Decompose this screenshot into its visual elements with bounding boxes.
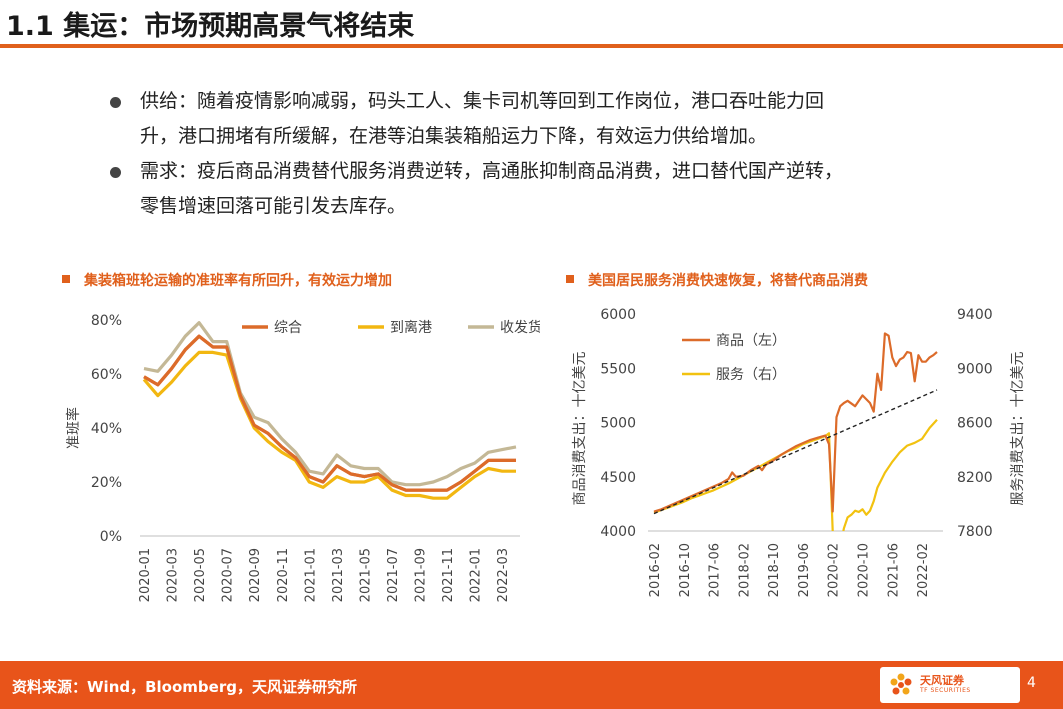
chart2-title-text: 美国居民服务消费快速恢复，将替代商品消费 [588, 273, 868, 289]
legend-label: 到离港 [390, 319, 432, 336]
bullet-supply: 供给：随着疫情影响减弱，码头工人、集卡司机等回到工作岗位，港口吞吐能力回 升，港… [108, 84, 968, 154]
right-y-tick-label: 9400 [957, 307, 993, 323]
x-tick-label: 2021-01 [303, 548, 318, 602]
right-y-tick-label: 9000 [957, 361, 993, 377]
page-number: 4 [1027, 675, 1036, 691]
right-y-tick-label: 8600 [957, 416, 993, 432]
chart1-title-marker [62, 275, 70, 283]
logo-name-cn: 天风证券 [920, 674, 964, 687]
chart1-title: 集装箱班轮运输的准班率有所回升，有效运力增加 [62, 270, 392, 290]
x-tick-label: 2020-02 [827, 543, 842, 597]
right-y-tick-label: 7800 [957, 524, 993, 540]
flower-logo-icon [890, 673, 912, 695]
y-tick-label: 20% [91, 475, 122, 491]
bullet-line: 零售增速回落可能引发去库存。 [140, 195, 407, 217]
bullet-line: 升，港口拥堵有所缓解，在港等泊集装箱船运力下降，有效运力供给增加。 [140, 125, 768, 147]
left-y-axis-label: 商品消费支出：十亿美元 [572, 352, 588, 506]
plot-area [653, 332, 938, 531]
page-title: 1.1 集运：市场预期高景气将结束 [6, 11, 415, 42]
x-tick-label: 2018-02 [737, 543, 752, 597]
x-tick-label: 2021-06 [886, 543, 901, 597]
series-line-1-top [143, 334, 516, 492]
left-y-tick-label: 5000 [600, 416, 636, 432]
bullet-demand: 需求：疫后商品消费替代服务消费逆转，高通胀抑制商品消费，进口替代国产逆转， 零售… [108, 154, 968, 224]
y-tick-label: 40% [91, 421, 122, 437]
legend-label: 商品（左） [716, 333, 786, 349]
series-line-goods [653, 332, 938, 513]
title-rule [0, 44, 1063, 48]
x-tick-label: 2020-05 [193, 548, 208, 602]
left-y-tick-label: 6000 [600, 307, 636, 323]
bullet-line: 供给：随着疫情影响减弱，码头工人、集卡司机等回到工作岗位，港口吞吐能力回 [140, 90, 825, 112]
x-tick-label: 2020-11 [276, 548, 291, 602]
footer-bar: 资料来源：Wind，Bloomberg，天风证券研究所 天风证券 TF SECU… [0, 661, 1063, 709]
x-tick-label: 2018-10 [767, 543, 782, 597]
legend-label: 综合 [274, 320, 302, 336]
x-tick-label: 2020-07 [221, 548, 236, 602]
bullet-dot [110, 97, 121, 108]
x-tick-label: 2022-01 [469, 548, 484, 602]
x-tick-label: 2020-10 [857, 543, 872, 597]
left-y-tick-label: 4000 [600, 524, 636, 540]
left-y-tick-label: 4500 [600, 470, 636, 486]
us-consumption-chart: 4000 4500 5000 5500 6000 7800 8200 8600 9000 9400… [572, 307, 1026, 597]
y-tick-label: 80% [91, 313, 122, 329]
y-axis-label: 准班率 [65, 407, 82, 449]
bullet-line: 需求：疫后商品消费替代服务消费逆转，高通胀抑制商品消费，进口替代国产逆转， [140, 160, 844, 182]
legend-label: 收发货 [500, 319, 540, 336]
right-y-tick-label: 8200 [957, 470, 993, 486]
logo-name-en: TF SECURITIES [920, 687, 971, 694]
series-line-3 [143, 321, 517, 487]
x-tick-label: 2019-06 [797, 543, 812, 597]
x-tick-label: 2016-02 [648, 543, 663, 597]
left-y-tick-label: 5500 [600, 361, 636, 377]
x-tick-label: 2020-09 [248, 548, 263, 602]
x-tick-label: 2016-10 [678, 543, 693, 597]
y-tick-label: 0% [100, 529, 122, 545]
y-tick-label: 60% [91, 367, 122, 383]
x-tick-label: 2017-06 [708, 543, 723, 597]
bullet-dot [110, 167, 121, 178]
x-tick-label: 2022-02 [916, 543, 931, 597]
right-y-axis-label: 服务消费支出：十亿美元 [1010, 352, 1026, 506]
series-line-2 [142, 350, 516, 500]
x-tick-label: 2021-09 [414, 548, 429, 602]
legend-label: 服务（右） [716, 367, 786, 383]
x-tick-label: 2020-03 [166, 548, 181, 602]
company-logo: 天风证券 TF SECURITIES [880, 667, 1020, 703]
trend-line [653, 389, 938, 515]
x-tick-label: 2021-11 [441, 548, 456, 602]
bullet-list: 供给：随着疫情影响减弱，码头工人、集卡司机等回到工作岗位，港口吞吐能力回 升，港… [108, 84, 968, 224]
x-tick-label: 2021-07 [386, 548, 401, 602]
punctuality-chart: 0% 20% 40% 60% 80% 准班率 2020-01 2020-03 2020-05 20… [65, 313, 540, 602]
x-tick-label: 2022-03 [496, 548, 511, 602]
x-tick-label: 2021-05 [358, 548, 373, 602]
chart1-title-text: 集装箱班轮运输的准班率有所回升，有效运力增加 [84, 273, 392, 289]
chart2-title: 美国居民服务消费快速恢复，将替代商品消费 [566, 270, 868, 290]
x-tick-label: 2021-03 [331, 548, 346, 602]
x-tick-label: 2020-01 [138, 548, 153, 602]
chart2-title-marker [566, 275, 574, 283]
source-note: 资料来源：Wind，Bloomberg，天风证券研究所 [12, 678, 357, 696]
